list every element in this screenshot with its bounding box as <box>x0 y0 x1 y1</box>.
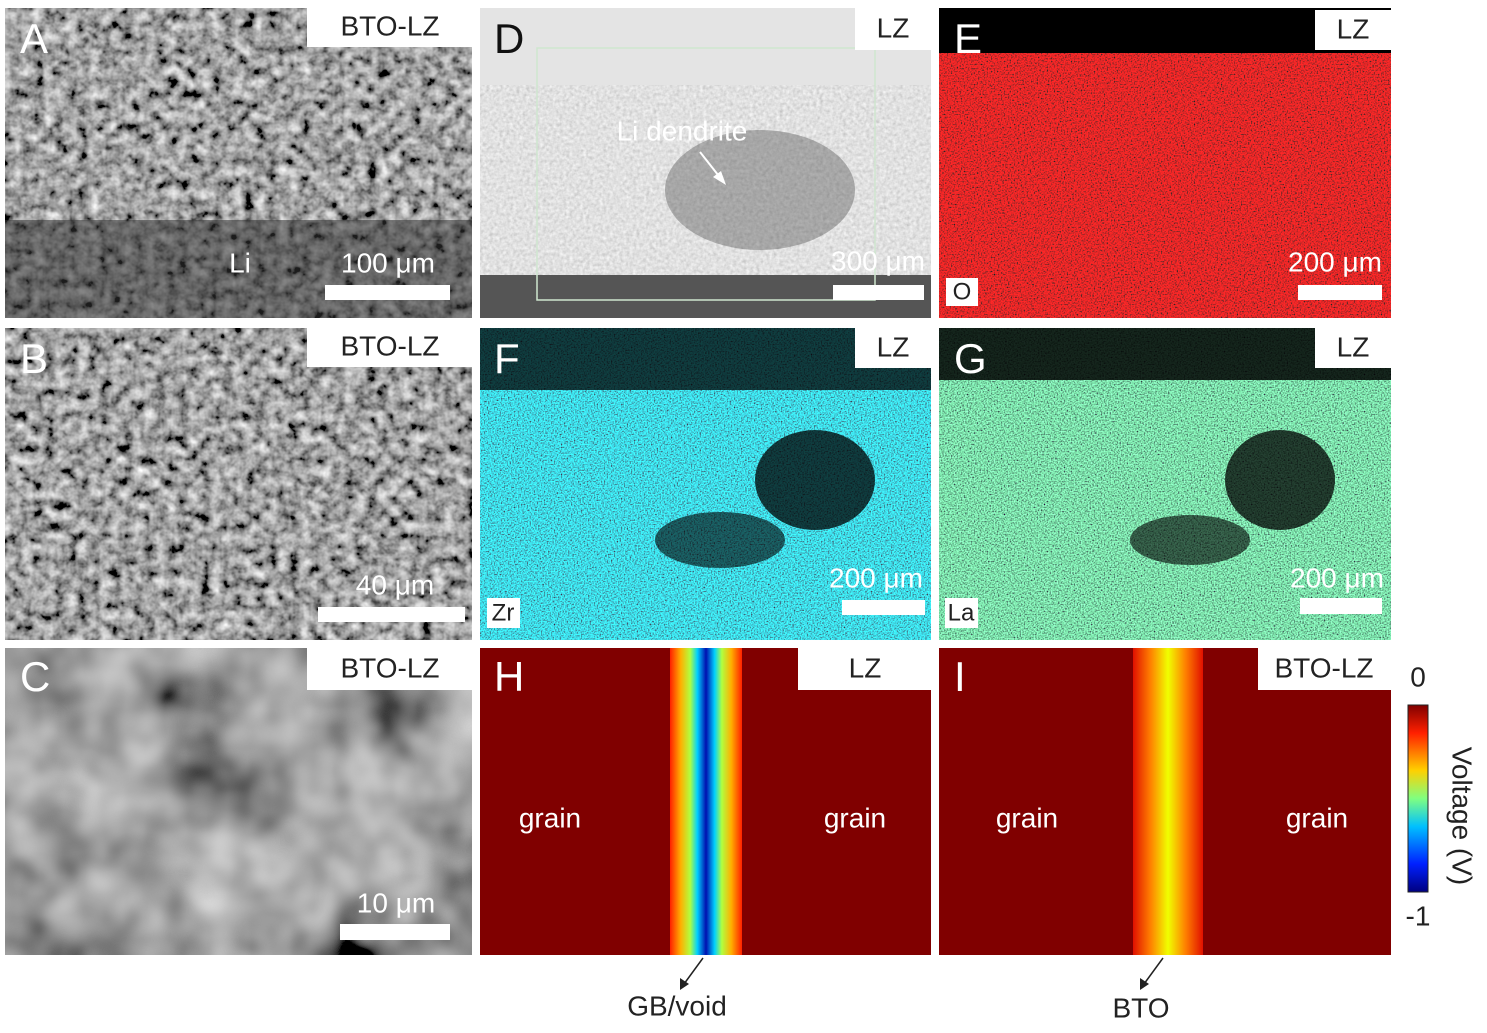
colorbar-tick-label: -1 <box>1406 900 1431 931</box>
scale-bar <box>1298 285 1382 300</box>
gb-stripe <box>670 648 742 955</box>
panel-tag: LZ <box>877 331 910 362</box>
arrow <box>683 957 704 985</box>
annotation: grain <box>1286 802 1348 833</box>
sem-image <box>5 648 472 955</box>
arrow-head <box>713 171 726 185</box>
arrow-head <box>680 978 689 990</box>
scale-bar <box>833 285 924 300</box>
panel-letter: B <box>20 335 48 382</box>
element-box <box>946 278 978 306</box>
tag-box <box>798 648 931 690</box>
sem-image <box>480 85 931 275</box>
caption: BTO <box>1112 992 1169 1023</box>
arrow-head <box>1140 978 1149 990</box>
scale-label: 200 μm <box>1288 246 1382 277</box>
caption: GB/void <box>627 990 727 1021</box>
panel-tag: BTO-LZ <box>340 652 439 683</box>
element-label: La <box>948 599 975 626</box>
tag-box <box>855 8 931 50</box>
annotation: Li dendrite <box>617 115 748 146</box>
scale-bar <box>325 285 450 300</box>
panel-letter: I <box>954 653 966 700</box>
scale-label: 40 μm <box>356 569 434 600</box>
panel-tag: LZ <box>849 652 882 683</box>
panel-tag: LZ <box>877 12 910 43</box>
li-layer <box>5 220 472 318</box>
tag-box <box>1315 10 1391 50</box>
scale-label: 100 μm <box>341 247 435 278</box>
annotation: Li <box>229 247 251 278</box>
dendrite <box>755 430 875 530</box>
tag-box <box>1258 648 1391 690</box>
scale-label: 300 μm <box>831 245 925 276</box>
dendrite <box>665 130 855 250</box>
annotation: grain <box>824 802 886 833</box>
tag-box <box>1315 328 1391 368</box>
scale-label: 200 μm <box>829 562 923 593</box>
scale-bar <box>340 924 450 940</box>
panel-letter: E <box>954 15 982 62</box>
dendrite <box>1130 515 1250 565</box>
colorbar <box>1407 704 1429 893</box>
element-box <box>945 598 978 628</box>
annotation: grain <box>996 802 1058 833</box>
panel-tag: BTO-LZ <box>340 330 439 361</box>
roi-box <box>536 47 876 301</box>
annotation: grain <box>519 802 581 833</box>
element-label: Zr <box>492 599 515 626</box>
panel-letter: C <box>20 653 50 700</box>
colorbar-tick-label: 0 <box>1410 661 1426 692</box>
scale-bar <box>1300 598 1382 614</box>
panel-letter: H <box>494 653 524 700</box>
tag-box <box>307 648 472 690</box>
sem-image <box>5 328 472 640</box>
dendrite <box>1225 430 1335 530</box>
dendrite <box>655 512 785 568</box>
panel-tag: LZ <box>1337 331 1370 362</box>
scale-bar <box>318 607 465 622</box>
panel-letter: F <box>494 335 520 382</box>
panel-tag: LZ <box>1337 13 1370 44</box>
element-label: O <box>953 278 972 305</box>
panel-letter: G <box>954 335 987 382</box>
colorbar-ticks: 0 -1 <box>1406 661 1431 931</box>
tag-box <box>307 8 472 47</box>
scale-label: 10 μm <box>357 887 435 918</box>
panel-letter: A <box>20 15 48 62</box>
scale-label: 200 μm <box>1290 562 1384 593</box>
colorbar-title: Voltage (V) <box>1447 747 1478 886</box>
arrow <box>1143 957 1164 985</box>
scale-bar <box>842 600 925 615</box>
eds-map <box>939 8 1391 318</box>
panel-letter: D <box>494 15 524 62</box>
tag-box <box>307 328 472 367</box>
element-box <box>487 598 520 628</box>
tag-box <box>855 328 931 368</box>
bto-stripe <box>1133 648 1203 955</box>
panel-tag: BTO-LZ <box>340 10 439 41</box>
panel-tag: BTO-LZ <box>1274 652 1373 683</box>
